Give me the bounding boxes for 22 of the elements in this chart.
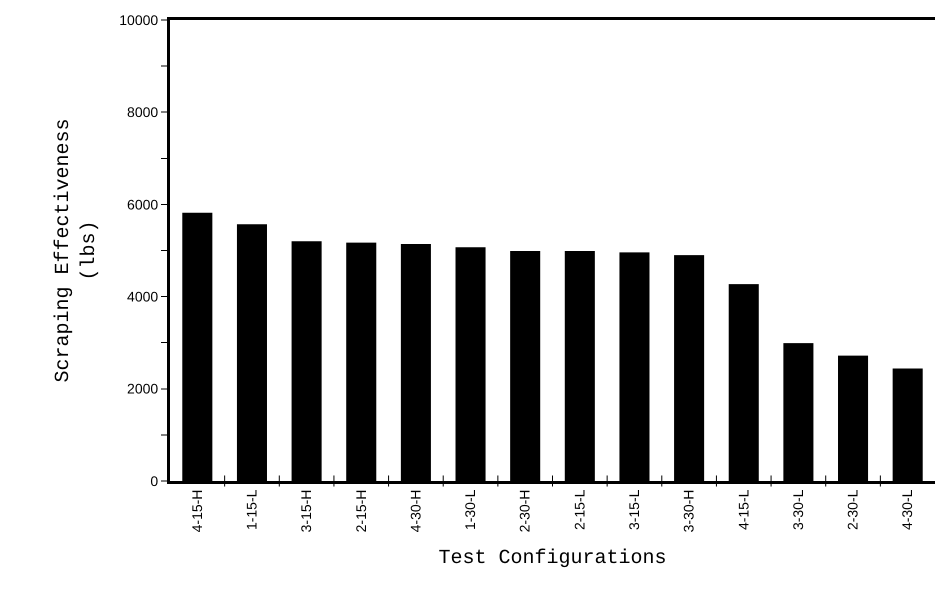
- x-tick-label: 3-30-L: [790, 489, 806, 530]
- x-axis-title: Test Configurations: [438, 546, 667, 570]
- x-tick-label: 3-15-H: [298, 490, 314, 532]
- y-tick-label: 2000: [127, 380, 158, 397]
- x-tick-label: 4-30-L: [899, 489, 916, 530]
- x-tick-label: 2-30-H: [516, 490, 533, 532]
- x-tick-label: 4-15-L: [735, 489, 752, 530]
- x-tick-label: 2-30-L: [844, 489, 861, 530]
- y-tick-label: 10000: [119, 12, 158, 28]
- x-tick-label: 1-30-L: [462, 489, 478, 530]
- y-tick-label: 6000: [127, 196, 158, 212]
- x-tick-label: 4-30-H: [407, 490, 424, 532]
- x-tick-label: 4-15-H: [188, 490, 205, 532]
- x-tick-label: 2-15-H: [352, 490, 369, 532]
- x-tick-label: 3-30-H: [680, 490, 697, 532]
- x-tick-label: 3-15-L: [626, 489, 642, 530]
- y-tick-label: 0: [150, 472, 158, 489]
- x-tick-label: 1-15-L: [244, 489, 260, 530]
- y-tick-label: 8000: [127, 104, 158, 120]
- y-tick-label: 4000: [127, 288, 158, 304]
- x-tick-label: 2-15-L: [571, 489, 588, 530]
- y-axis-title: Scraping Effectiveness (lbs): [52, 118, 101, 383]
